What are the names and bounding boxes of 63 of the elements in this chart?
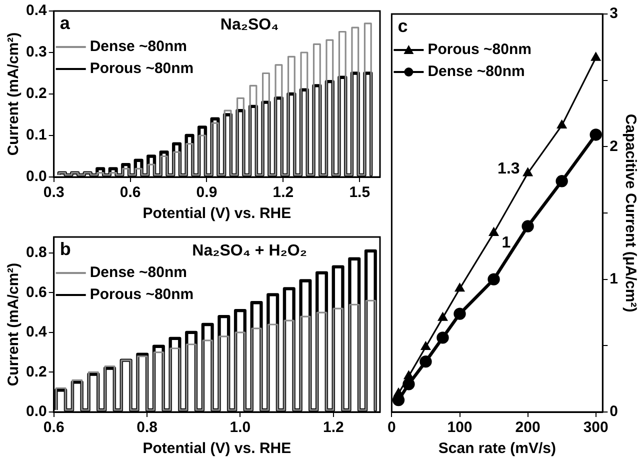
y-tick-label: 1 — [610, 270, 618, 288]
y-tick-label: 0.6 — [26, 284, 47, 301]
y-tick-label: 0.0 — [26, 403, 47, 420]
x-tick-label: 1.5 — [349, 184, 370, 202]
legend-label: Dense ~80nm — [90, 38, 187, 56]
y-tick-label: 0 — [610, 403, 618, 420]
x-tick-label: 1.2 — [272, 184, 294, 202]
y-axis-title: Current (mA/cm²) — [5, 32, 22, 156]
point — [488, 273, 500, 286]
annotation: 1 — [502, 234, 511, 252]
x-tick-label: 300 — [583, 419, 608, 436]
x-tick-label: 0 — [388, 419, 396, 436]
legend-label: Dense ~80nm — [428, 63, 525, 80]
x-tick-label: 0.3 — [43, 184, 64, 202]
legend-label: Dense ~80nm — [90, 264, 187, 282]
y-tick-label: 0.2 — [26, 363, 47, 380]
y-axis-title: Capacitive Current (μA/cm²) — [622, 114, 639, 312]
x-tick-label: 1.0 — [230, 419, 251, 436]
point — [436, 332, 449, 344]
legend-label: Porous ~80nm — [90, 60, 194, 78]
annotation: c — [398, 16, 408, 36]
point — [421, 342, 430, 350]
point — [591, 52, 601, 61]
point — [522, 220, 534, 232]
y-tick-label: 3 — [610, 5, 618, 22]
y-axis-title: Current (mA/cm²) — [5, 262, 22, 386]
y-tick-label: 2 — [610, 138, 618, 155]
legend-label: Porous ~80nm — [90, 286, 194, 304]
point — [557, 120, 567, 128]
y-tick-label: 0.8 — [26, 244, 47, 262]
x-tick-label: 0.8 — [136, 419, 158, 436]
annotation: Na₂SO₄ + H₂O₂ — [192, 242, 307, 260]
x-tick-label: 0.6 — [43, 419, 64, 436]
point — [420, 355, 432, 368]
point — [590, 128, 602, 141]
point — [394, 388, 404, 396]
x-axis-title: Potential (V) vs. RHE — [142, 205, 292, 222]
x-axis-title: Scan rate (mV/s) — [438, 440, 556, 458]
point — [404, 370, 414, 380]
y-tick-label: 0.4 — [26, 2, 48, 20]
point — [454, 308, 466, 320]
x-tick-label: 200 — [515, 419, 540, 436]
y-tick-label: 0.0 — [26, 168, 47, 186]
x-tick-label: 100 — [447, 419, 472, 436]
point — [438, 312, 448, 321]
point — [455, 283, 464, 292]
x-tick-label: 0.9 — [196, 184, 218, 202]
point — [489, 228, 498, 236]
point — [523, 168, 532, 176]
x-tick-label: 0.6 — [120, 184, 141, 202]
point — [556, 175, 568, 188]
annotation: b — [60, 238, 71, 259]
y-tick-label: 0.4 — [26, 324, 48, 341]
annotation: 1.3 — [498, 160, 520, 178]
y-tick-label: 0.1 — [26, 126, 47, 144]
x-tick-label: 1.2 — [322, 419, 344, 436]
y-tick-label: 0.2 — [26, 85, 47, 102]
y-tick-label: 0.3 — [26, 44, 47, 61]
annotation: a — [60, 12, 71, 33]
annotation: Na₂SO₄ — [220, 16, 279, 34]
legend-label: Porous ~80nm — [428, 41, 532, 58]
x-axis-title: Potential (V) vs. RHE — [142, 440, 292, 458]
point — [402, 378, 415, 390]
